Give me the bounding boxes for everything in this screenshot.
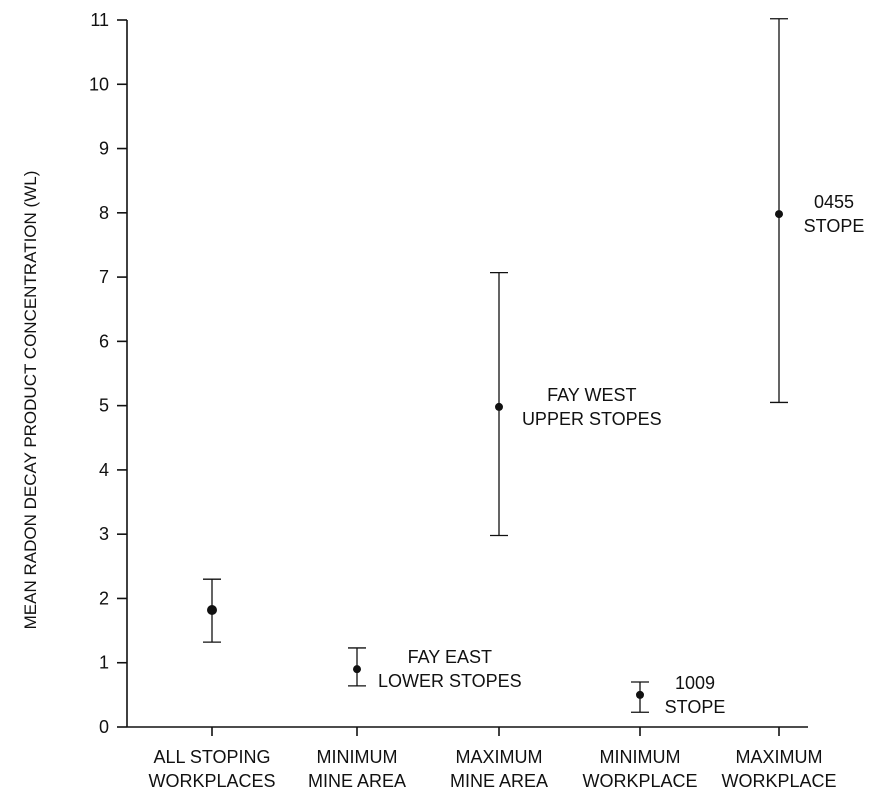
data-series [203, 18, 788, 713]
point-annotation-line: FAY WEST [547, 385, 636, 405]
point-annotation-line: LOWER STOPES [378, 671, 522, 691]
y-tick-label: 2 [99, 588, 109, 608]
y-tick-label: 7 [99, 267, 109, 287]
point-annotation-line: 1009 [675, 673, 715, 693]
y-tick-label: 10 [89, 74, 109, 94]
data-point [495, 402, 503, 411]
annotations: FAY EAST LOWER STOPES FAY WEST UPPER STOPES… [378, 192, 864, 717]
y-ticks: 0 1 2 3 4 5 6 7 8 9 10 11 [89, 10, 127, 737]
y-tick-label: 11 [90, 10, 109, 30]
y-tick-label: 0 [99, 717, 109, 737]
y-tick-label: 9 [99, 139, 109, 159]
x-category-label: MAXIMUM WORKPLACE [721, 747, 836, 791]
x-category-label-line: WORKPLACES [148, 771, 275, 791]
data-point [207, 605, 217, 616]
x-category-label-line: MINIMUM [600, 747, 681, 767]
axes [126, 20, 808, 728]
x-category-label-line: WORKPLACE [721, 771, 836, 791]
y-tick-label: 3 [99, 524, 109, 544]
point-annotation: 0455 STOPE [804, 192, 865, 236]
x-category-label: MAXIMUM MINE AREA [450, 747, 548, 791]
x-category-label: ALL STOPING WORKPLACES [148, 747, 275, 791]
x-category-label-line: MAXIMUM [736, 747, 823, 767]
point-annotation-line: FAY EAST [408, 647, 492, 667]
point-annotation-line: 0455 [814, 192, 854, 212]
y-tick-label: 6 [99, 331, 109, 351]
x-category-label-line: WORKPLACE [582, 771, 697, 791]
x-category-label-line: ALL STOPING [153, 747, 270, 767]
y-tick-label: 4 [99, 460, 109, 480]
y-axis-title-group: MEAN RADON DECAY PRODUCT CONCENTRATION (… [21, 171, 40, 630]
x-category-label-line: MAXIMUM [456, 747, 543, 767]
point-annotation-line: UPPER STOPES [522, 409, 662, 429]
y-tick-label: 1 [99, 653, 109, 673]
data-point [353, 665, 361, 674]
data-point [775, 210, 783, 219]
x-category-label: MINIMUM MINE AREA [308, 747, 406, 791]
y-tick-label: 8 [99, 203, 109, 223]
x-category-label-line: MINIMUM [317, 747, 398, 767]
point-annotation: 1009 STOPE [665, 673, 726, 717]
point-annotation-line: STOPE [804, 216, 865, 236]
point-annotation: FAY EAST LOWER STOPES [378, 647, 522, 691]
data-point [636, 690, 644, 699]
y-axis-title: MEAN RADON DECAY PRODUCT CONCENTRATION (… [21, 171, 40, 630]
x-category-label: MINIMUM WORKPLACE [582, 747, 697, 791]
x-category-label-line: MINE AREA [308, 771, 406, 791]
point-annotation-line: STOPE [665, 697, 726, 717]
x-category-label-line: MINE AREA [450, 771, 548, 791]
point-annotation: FAY WEST UPPER STOPES [522, 385, 662, 429]
y-tick-label: 5 [99, 396, 109, 416]
